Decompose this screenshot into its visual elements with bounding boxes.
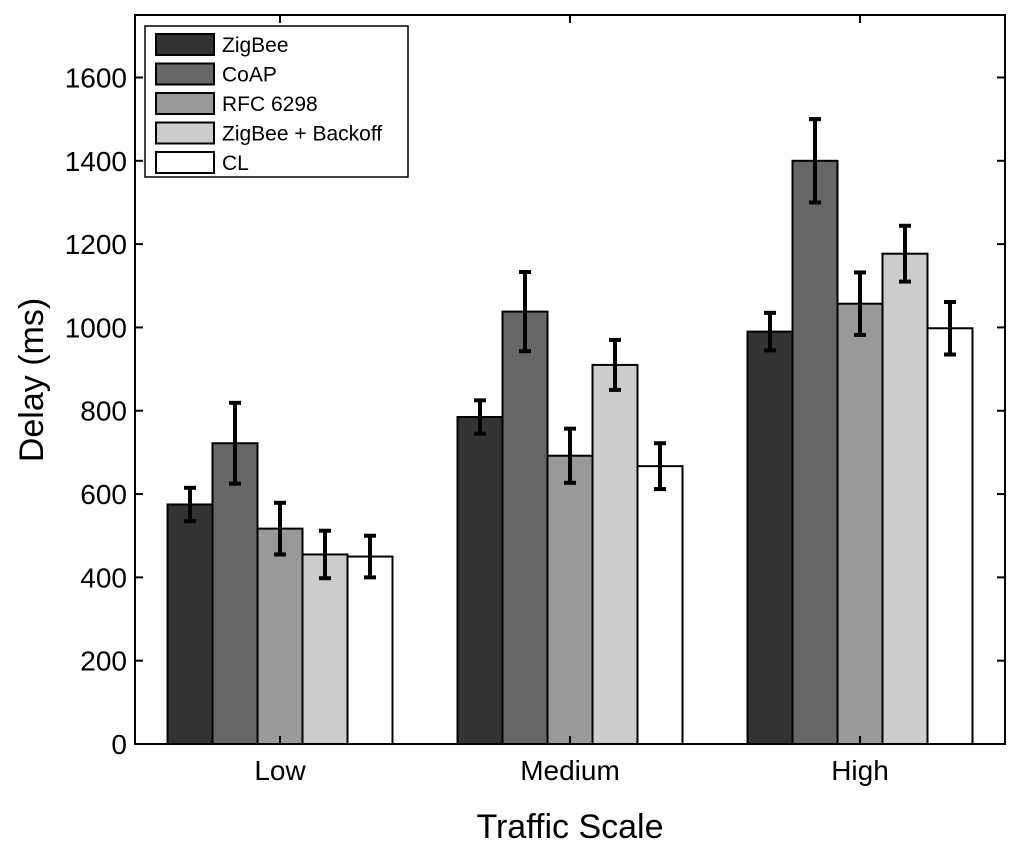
y-tick-label: 1200 <box>65 229 127 260</box>
bar-rfc-6298-medium <box>546 454 594 745</box>
error-bar <box>609 337 621 392</box>
bar-rfc-6298-high <box>836 302 884 745</box>
legend-item: ZigBee + Backoff <box>155 121 382 146</box>
bar-zigbee-backoff-medium <box>591 363 639 745</box>
x-axis-ticks: Low Medium High <box>254 15 889 786</box>
error-bar <box>764 310 776 353</box>
error-bar <box>319 528 331 581</box>
y-tick-label: 200 <box>80 646 127 677</box>
y-tick-label: 1400 <box>65 146 127 177</box>
bar-zigbee-backoff-high <box>881 252 929 745</box>
bar-zigbee-high <box>746 330 794 745</box>
legend-item: RFC 6298 <box>155 92 318 116</box>
error-bar <box>229 400 241 486</box>
x-tick-label: Medium <box>520 755 620 786</box>
error-bar <box>854 270 866 337</box>
bar-coap-medium <box>501 310 549 745</box>
bar-coap-high <box>791 159 839 746</box>
legend-item: CL <box>155 151 249 175</box>
legend-label: CoAP <box>222 64 277 87</box>
error-bar <box>654 441 666 492</box>
error-bar <box>564 426 576 485</box>
bar-cl-high <box>926 327 974 745</box>
bar-cl-medium <box>636 465 684 745</box>
error-bar <box>809 117 821 205</box>
error-bar <box>474 398 486 436</box>
bar-coap-low <box>211 442 259 745</box>
bar-zigbee-low <box>166 503 214 745</box>
legend-swatch <box>155 62 215 86</box>
legend: ZigBee CoAP RFC 6298 ZigBee + Backoff CL <box>144 25 409 178</box>
bar-rfc-6298-low <box>256 527 304 745</box>
bar-cl-low <box>346 555 394 745</box>
bars-layer <box>166 159 974 746</box>
legend-label: CL <box>222 152 249 175</box>
legend-label: ZigBee + Backoff <box>222 123 382 146</box>
legend-swatch <box>155 121 215 145</box>
legend-item: CoAP <box>155 62 277 87</box>
x-tick-label: Low <box>254 755 306 786</box>
legend-label: RFC 6298 <box>222 93 318 116</box>
legend-item: ZigBee <box>155 33 289 57</box>
x-axis-label: Traffic Scale <box>476 808 663 846</box>
y-tick-label: 800 <box>80 396 127 427</box>
y-axis-ticks: 0 200 400 600 800 1000 1200 1400 1600 <box>65 62 1005 760</box>
error-bar <box>519 270 531 354</box>
legend-swatch <box>155 151 215 174</box>
bar-zigbee-medium <box>456 415 504 745</box>
y-tick-label: 600 <box>80 479 127 510</box>
error-bar <box>944 300 956 357</box>
legend-label: ZigBee <box>222 34 289 57</box>
error-bar <box>364 533 376 580</box>
y-tick-label: 400 <box>80 562 127 593</box>
y-axis-label: Delay (ms) <box>13 298 51 462</box>
error-bars-layer <box>184 117 956 581</box>
error-bar <box>274 500 286 557</box>
error-bar <box>184 485 196 524</box>
error-bar <box>899 223 911 284</box>
legend-swatch <box>155 92 215 115</box>
bar-zigbee-backoff-low <box>301 553 349 746</box>
legend-swatch <box>155 33 215 56</box>
y-tick-label: 0 <box>111 729 127 760</box>
y-tick-label: 1600 <box>65 62 127 93</box>
x-tick-label: High <box>831 755 889 786</box>
y-tick-label: 1000 <box>65 312 127 343</box>
